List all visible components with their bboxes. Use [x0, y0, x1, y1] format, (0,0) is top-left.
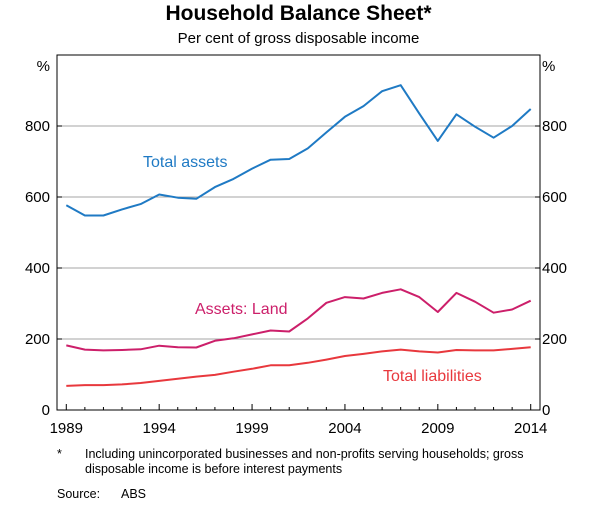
- y-tick-label-right: 800: [542, 118, 567, 135]
- series-label-total-assets: Total assets: [143, 154, 227, 171]
- series-label-assets-land: Assets: Land: [195, 301, 288, 318]
- y-tick-label-left: 0: [42, 402, 50, 419]
- source-label: Source:: [57, 487, 101, 501]
- y-tick-label-right: 200: [542, 331, 567, 348]
- x-tick-label: 2004: [328, 420, 361, 437]
- series-line-0: [65, 84, 532, 217]
- x-axis: 1989 1994 1999 2004 2009 2014: [50, 404, 547, 437]
- gridlines: [57, 125, 540, 340]
- x-tick-label: 1994: [142, 420, 175, 437]
- y-axis-right: 0 200 400 600 800: [535, 118, 567, 419]
- y-unit-right: %: [542, 58, 555, 75]
- y-axis-left: 0 200 400 600 800: [25, 118, 62, 419]
- y-tick-label-left: 800: [25, 118, 50, 135]
- footnote-text: Including unincorporated businesses and …: [85, 447, 524, 476]
- series-line-1: [66, 288, 532, 352]
- footnote-mark: *: [57, 447, 62, 461]
- chart-title: Household Balance Sheet*: [165, 2, 432, 25]
- y-tick-label-right: 400: [542, 260, 567, 277]
- y-tick-label-left: 200: [25, 331, 50, 348]
- plot-frame: [56, 54, 541, 411]
- y-tick-label-left: 600: [25, 189, 50, 206]
- y-unit-left: %: [37, 58, 50, 75]
- source-note: Source: ABS: [57, 487, 146, 501]
- y-tick-label-right: 600: [542, 189, 567, 206]
- series-label-total-liabilities: Total liabilities: [383, 368, 482, 385]
- y-tick-label-right: 0: [542, 402, 550, 419]
- chart-subtitle: Per cent of gross disposable income: [177, 30, 420, 47]
- series-lines: [65, 84, 532, 387]
- source-value: ABS: [121, 487, 147, 501]
- x-tick-label: 1999: [235, 420, 268, 437]
- y-tick-label-left: 400: [25, 260, 50, 277]
- x-tick-label: 2009: [421, 420, 454, 437]
- x-tick-label: 1989: [50, 420, 83, 437]
- series-line-2: [66, 346, 531, 387]
- x-tick-label: 2014: [514, 420, 547, 437]
